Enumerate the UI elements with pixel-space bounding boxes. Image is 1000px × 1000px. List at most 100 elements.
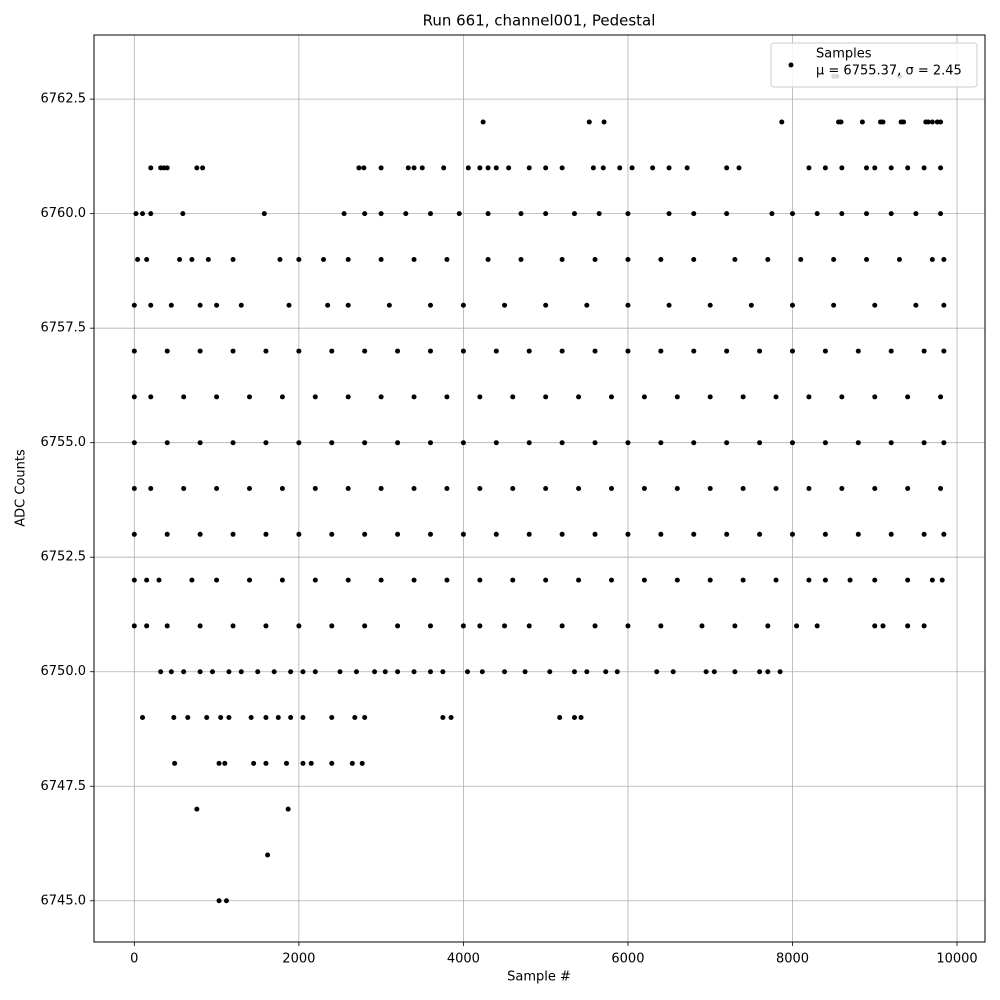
point (608, 394, 614, 400)
point (230, 348, 236, 354)
point (288, 669, 294, 675)
point (769, 211, 775, 217)
point (230, 440, 236, 446)
point (372, 669, 378, 675)
point (625, 302, 631, 308)
point (650, 165, 656, 171)
point (586, 119, 592, 125)
point (133, 211, 139, 217)
point (905, 165, 911, 171)
point (214, 486, 220, 491)
point (296, 348, 302, 354)
point (608, 577, 614, 583)
point (674, 577, 680, 583)
point (271, 669, 277, 675)
point (427, 669, 433, 675)
point (329, 760, 335, 766)
point (518, 256, 524, 262)
point (194, 806, 200, 812)
point (571, 715, 577, 721)
point (510, 486, 516, 491)
point (189, 256, 195, 262)
point (872, 577, 878, 583)
point (502, 669, 508, 675)
point (789, 531, 795, 537)
point (765, 669, 771, 675)
point (789, 348, 795, 354)
point (822, 348, 828, 354)
point (181, 486, 187, 491)
point (263, 440, 269, 446)
y-tick-label: 6757.5 (41, 321, 87, 336)
point (777, 669, 783, 675)
point (654, 669, 660, 675)
point (691, 348, 697, 354)
point (526, 531, 532, 537)
point (707, 394, 713, 400)
point (288, 715, 294, 721)
point (592, 623, 598, 629)
point (300, 669, 306, 675)
point (773, 486, 779, 491)
point (341, 211, 347, 217)
point (757, 440, 763, 446)
point (732, 669, 738, 675)
y-tick-label: 6747.5 (41, 779, 87, 794)
point (197, 348, 203, 354)
point (905, 623, 911, 629)
point (395, 623, 401, 629)
chart-title: Run 661, channel001, Pedestal (423, 12, 656, 30)
point (938, 486, 944, 491)
point (839, 165, 845, 171)
point (559, 256, 565, 262)
point (279, 486, 285, 491)
point (321, 256, 327, 262)
point (794, 623, 800, 629)
point (559, 531, 565, 537)
point (248, 715, 254, 721)
point (666, 302, 672, 308)
y-tick-label: 6745.0 (41, 893, 87, 908)
point (296, 531, 302, 537)
point (666, 165, 672, 171)
point (707, 577, 713, 583)
point (140, 715, 146, 721)
point (888, 348, 894, 354)
x-tick-label: 0 (130, 952, 138, 967)
point (658, 348, 664, 354)
point (736, 165, 742, 171)
point (888, 211, 894, 217)
point (261, 211, 267, 217)
point (691, 531, 697, 537)
point (691, 211, 697, 217)
point (625, 256, 631, 262)
point (300, 760, 306, 766)
point (859, 119, 865, 125)
point (485, 211, 491, 217)
point (263, 715, 269, 721)
point (625, 440, 631, 446)
point (526, 348, 532, 354)
point (238, 669, 244, 675)
x-axis-label: Sample # (507, 970, 571, 985)
point (395, 531, 401, 537)
point (411, 486, 417, 491)
point (590, 165, 596, 171)
point (584, 669, 590, 675)
point (395, 348, 401, 354)
point (938, 165, 944, 171)
x-tick-label: 8000 (776, 952, 809, 967)
point (732, 256, 738, 262)
point (284, 760, 290, 766)
point (814, 623, 820, 629)
point (510, 577, 516, 583)
point (460, 440, 466, 446)
point (658, 531, 664, 537)
point (839, 211, 845, 217)
point (543, 394, 549, 400)
point (941, 531, 947, 537)
point (171, 715, 177, 721)
point (526, 623, 532, 629)
point (378, 256, 384, 262)
